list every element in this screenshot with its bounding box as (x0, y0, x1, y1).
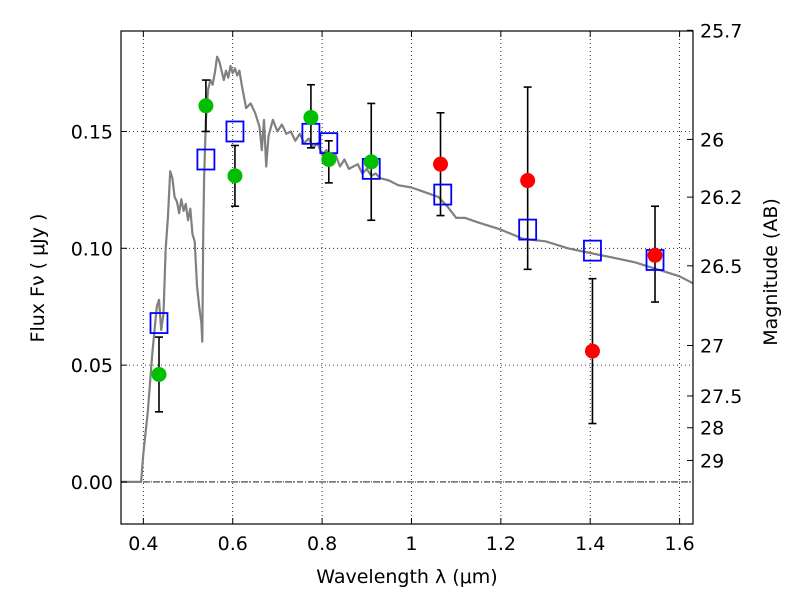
magnitude-tick-label: 27 (700, 335, 724, 357)
magnitude-tick-label: 27.5 (700, 386, 742, 408)
y-axis-label: Flux Fν ( μJy ) (27, 214, 49, 343)
x-tick-label: 1 (405, 533, 417, 555)
y2-axis-label: Magnitude (AB) (760, 198, 782, 346)
curve-layer (121, 55, 694, 483)
marker-layer (149, 79, 665, 425)
y-tick-label: 0.15 (71, 121, 113, 143)
tick-layer: 0.4 0.6 0.8 1 1.2 1.4 1.6 0.00 0.05 0.10 0.15 25.7 2… (71, 20, 743, 555)
magnitude-tick-label: 26 (700, 129, 724, 151)
x-tick-label: 1.4 (575, 533, 605, 555)
y-tick-label: 0.10 (71, 238, 113, 260)
y-tick-label: 0.00 (71, 472, 113, 494)
green-data-point (151, 366, 167, 382)
green-data-point (321, 152, 337, 168)
magnitude-tick-label: 29 (700, 450, 724, 472)
x-tick-label: 0.4 (128, 533, 158, 555)
x-tick-label: 0.6 (218, 533, 248, 555)
green-data-point (303, 109, 319, 125)
model-photometry-square (149, 312, 169, 334)
model-photometry-square (196, 148, 216, 171)
model-photometry-square (433, 183, 453, 206)
green-data-point (363, 154, 379, 170)
model-photometry-square (225, 120, 245, 143)
red-data-point (520, 173, 536, 189)
magnitude-tick-label: 28 (700, 418, 724, 440)
red-data-point (584, 343, 600, 359)
x-tick-label: 1.6 (664, 533, 694, 555)
red-data-point (647, 247, 663, 263)
x-tick-label: 1.2 (486, 533, 516, 555)
grid-layer (121, 31, 693, 524)
magnitude-tick-label: 26.2 (700, 187, 742, 209)
y-tick-label: 0.05 (71, 355, 113, 377)
model-photometry-square (583, 239, 602, 262)
sed-model-curve (121, 55, 694, 483)
green-data-point (198, 98, 214, 114)
x-axis-label: Wavelength λ (μm) (316, 566, 497, 588)
magnitude-tick-label: 26.5 (700, 256, 742, 278)
green-data-point (227, 168, 243, 184)
magnitude-tick-label: 25.7 (700, 20, 742, 42)
x-tick-label: 0.8 (307, 533, 337, 555)
red-data-point (433, 156, 449, 172)
model-photometry-square (518, 218, 538, 241)
plot-frame (120, 30, 694, 525)
